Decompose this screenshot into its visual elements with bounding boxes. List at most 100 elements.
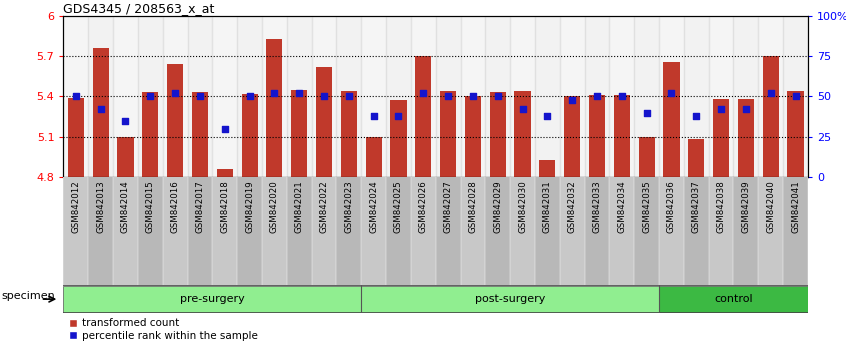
Bar [460,177,486,285]
Text: specimen: specimen [2,291,56,301]
Bar [63,286,361,313]
Point [144,93,157,99]
Point [193,93,206,99]
Bar [535,16,560,177]
Text: GSM842015: GSM842015 [146,180,155,233]
Point [392,113,405,119]
Text: GSM842027: GSM842027 [443,180,453,233]
Bar [585,177,609,285]
Bar [460,16,486,177]
Bar [291,90,307,177]
Text: GSM842029: GSM842029 [493,180,503,233]
Bar [609,177,634,285]
Text: GSM842032: GSM842032 [568,180,577,233]
Bar [361,177,386,285]
Bar [337,16,361,177]
Text: GSM842024: GSM842024 [369,180,378,233]
Bar [386,16,411,177]
Bar [486,177,510,285]
Bar [266,39,283,177]
Bar [758,16,783,177]
Point [118,118,132,124]
Point [293,90,306,96]
Text: GSM842038: GSM842038 [717,180,726,233]
Bar [142,92,158,177]
Bar [560,177,585,285]
Bar [659,177,684,285]
Bar [436,177,460,285]
Text: GSM842037: GSM842037 [692,180,700,233]
Bar [713,99,729,177]
Text: GSM842031: GSM842031 [543,180,552,233]
Text: pre-surgery: pre-surgery [180,294,244,304]
Point [665,90,678,96]
Bar [361,16,386,177]
Bar [237,16,262,177]
Bar [510,177,535,285]
Bar [613,95,630,177]
Bar [634,177,659,285]
Bar [762,56,779,177]
Bar [788,91,804,177]
Point [491,93,504,99]
Bar [490,92,506,177]
Point [243,93,256,99]
Bar [311,177,337,285]
Text: GSM842023: GSM842023 [344,180,354,233]
Bar [464,96,481,177]
Bar [634,16,659,177]
Bar [411,177,436,285]
Point [615,93,629,99]
Bar [738,99,754,177]
Bar [535,177,560,285]
Bar [138,177,162,285]
Bar [63,177,88,285]
Point [94,107,107,112]
Text: GSM842039: GSM842039 [741,180,750,233]
Point [466,93,480,99]
Bar [684,177,709,285]
Bar [287,16,311,177]
Text: GSM842026: GSM842026 [419,180,428,233]
Bar [510,16,535,177]
Bar [337,177,361,285]
Point [714,107,728,112]
Text: GSM842036: GSM842036 [667,180,676,233]
Bar [758,177,783,285]
Bar [262,16,287,177]
Point [168,90,182,96]
Point [541,113,554,119]
Text: GSM842017: GSM842017 [195,180,205,233]
Point [640,110,653,115]
Bar [783,177,808,285]
Bar [564,96,580,177]
Bar [659,286,808,313]
Bar [88,16,113,177]
Bar [241,94,258,177]
Bar [192,92,208,177]
Text: GSM842021: GSM842021 [294,180,304,233]
Point [218,126,232,131]
Point [442,93,455,99]
Bar [560,16,585,177]
Point [367,113,381,119]
Bar [188,16,212,177]
Bar [212,177,237,285]
Bar [113,16,138,177]
Text: GSM842034: GSM842034 [618,180,626,233]
Text: GSM842013: GSM842013 [96,180,105,233]
Bar [609,16,634,177]
Bar [92,48,109,177]
Bar [663,62,679,177]
Bar [162,16,188,177]
Bar [341,91,357,177]
Bar [436,16,460,177]
Text: GSM842040: GSM842040 [766,180,775,233]
Point [764,90,777,96]
Bar [390,101,407,177]
Text: post-surgery: post-surgery [475,294,546,304]
Bar [217,169,233,177]
Point [317,93,331,99]
Text: GSM842022: GSM842022 [320,180,328,233]
Bar [539,160,556,177]
